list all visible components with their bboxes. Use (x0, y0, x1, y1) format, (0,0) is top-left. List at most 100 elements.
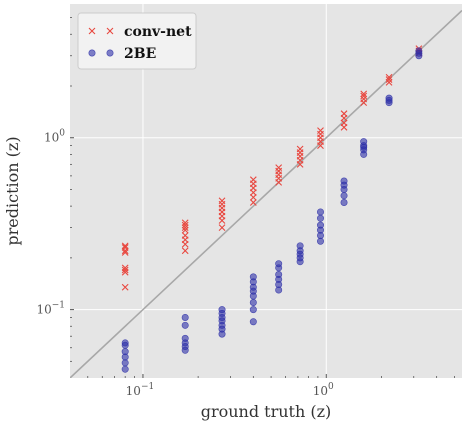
twobe-point (121, 359, 129, 367)
twobe-point (340, 198, 348, 206)
conv-net-point (385, 73, 393, 81)
twobe-point (316, 237, 324, 245)
conv-net-point (385, 76, 393, 83)
x-axis-label: ground truth (z) (201, 402, 332, 421)
twobe-point (121, 339, 129, 347)
conv-net-point (218, 197, 226, 205)
cross-stroke (181, 224, 189, 231)
conv-net-point (360, 92, 368, 100)
conv-net-point (181, 224, 189, 231)
twobe-point (181, 313, 189, 321)
conv-net-point (385, 78, 393, 86)
cross-stroke (106, 27, 114, 35)
cross-stroke (296, 145, 304, 153)
cross-stroke (249, 193, 257, 201)
twobe-point (340, 177, 348, 185)
legend-label: 2BE (124, 46, 156, 62)
twobe-point (316, 214, 324, 222)
twobe-point (249, 306, 257, 314)
conv-net-point (181, 221, 189, 229)
cross-stroke (121, 266, 129, 274)
cross-stroke (181, 219, 189, 227)
cross-stroke (121, 283, 129, 291)
x-tick-label: 100 (313, 382, 334, 398)
conv-net-point (181, 247, 189, 255)
legend-marker-conv-net (106, 27, 114, 35)
conv-net-point (360, 95, 368, 103)
y-axis-label: prediction (z) (3, 136, 22, 245)
twobe-point (360, 138, 368, 146)
cross-stroke (360, 92, 368, 100)
cross-stroke (360, 90, 368, 98)
twobe-point (415, 47, 423, 55)
twobe-point (316, 208, 324, 216)
legend-marker-conv-net (88, 27, 96, 35)
conv-net-point (121, 266, 129, 274)
twobe-point (249, 273, 257, 281)
conv-net-point (317, 127, 324, 135)
reference-line-layer (70, 9, 462, 378)
cross-stroke (218, 224, 226, 231)
cross-stroke (385, 73, 393, 81)
cross-stroke (385, 78, 393, 86)
conv-net-point (218, 224, 226, 231)
cross-stroke (121, 242, 129, 250)
conv-net-point (360, 90, 368, 98)
cross-stroke (88, 27, 96, 35)
cross-stroke (385, 76, 393, 83)
legend-entries: conv-net 2BE (88, 24, 192, 62)
conv-net-point (249, 193, 257, 201)
conv-net-point (121, 249, 129, 256)
y-tick-label: 100 (44, 129, 65, 145)
conv-net-point (121, 264, 129, 272)
conv-net-point (249, 199, 257, 206)
cross-stroke (218, 197, 226, 205)
twobe-point (218, 306, 226, 314)
cross-stroke (249, 199, 257, 206)
twobe-point (275, 260, 283, 268)
tick-marks: 10−1 100 10−1 100 (36, 17, 455, 398)
twobe-point (121, 365, 129, 373)
legend-marker-2be (106, 49, 114, 57)
twobe-point (340, 192, 348, 200)
twobe-point (385, 94, 393, 102)
cross-stroke (121, 264, 129, 272)
conv-net-point (121, 283, 129, 291)
conv-net-point (121, 244, 129, 251)
twobe-point (181, 321, 189, 329)
cross-stroke (181, 247, 189, 255)
twobe-point (121, 348, 129, 356)
y-tick-label: 10−1 (36, 301, 65, 317)
cross-stroke (181, 226, 189, 234)
conv-net-point (275, 164, 283, 172)
conv-net-point (296, 145, 304, 153)
conv-net-point (340, 110, 348, 118)
twobe-point (275, 271, 283, 279)
twobe-point (316, 221, 324, 229)
conv-net-point (121, 242, 129, 250)
cross-stroke (121, 244, 129, 251)
conv-net-point (181, 219, 189, 227)
legend-label: conv-net (124, 24, 192, 40)
cross-stroke (249, 176, 257, 184)
cross-stroke (181, 232, 189, 239)
cross-stroke (360, 95, 368, 103)
cross-stroke (181, 221, 189, 229)
legend-marker-2be (88, 49, 96, 57)
cross-stroke (317, 127, 324, 135)
x-tick-label: 10−1 (126, 382, 155, 398)
twobe-point (181, 334, 189, 342)
cross-stroke (121, 249, 129, 256)
data-points (121, 45, 423, 373)
twobe-point (249, 318, 257, 326)
legend: conv-net 2BE (77, 12, 197, 70)
reference-line (70, 9, 462, 378)
twobe-point (249, 298, 257, 306)
conv-net-point (181, 226, 189, 234)
twobe-point (296, 242, 304, 250)
conv-net-point (249, 176, 257, 184)
conv-net-point (181, 232, 189, 239)
cross-stroke (340, 110, 348, 118)
cross-stroke (275, 164, 283, 172)
